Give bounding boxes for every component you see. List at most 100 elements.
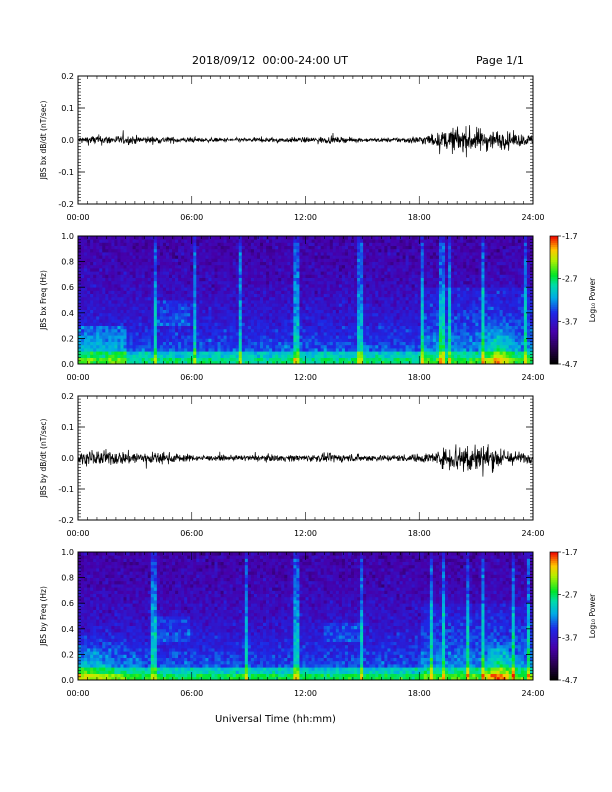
bx-spectrogram-cell [314, 360, 319, 365]
bx-spectrogram-cell [184, 277, 188, 282]
bx-spectrogram-cell [196, 316, 200, 320]
bx-spectrogram-cell [205, 277, 209, 282]
bx-spectrogram-cell [429, 252, 434, 256]
bx-spectrogram-cell [451, 319, 455, 323]
bx-spectrogram-cell [393, 322, 397, 326]
bx-spectrogram-cell [384, 309, 388, 314]
bx-spectrogram-cell [184, 245, 188, 250]
bx-spectrogram-cell [396, 248, 400, 253]
bx-spectrogram-cell [420, 274, 425, 278]
bx-spectrogram-cell [426, 306, 431, 310]
bx-spectrogram-cell [451, 271, 455, 275]
bx-spectrogram-cell [147, 293, 152, 298]
bx-spectrogram-cell [275, 271, 279, 275]
bx-spectrogram-cell [81, 319, 85, 323]
bx-spectrogram-cell [281, 255, 285, 259]
bx-spectrogram-cell [366, 296, 370, 301]
bx-spectrogram-cell [278, 341, 282, 346]
bx-spectrogram-cell [275, 335, 279, 339]
bx-spectrogram-cell [150, 341, 155, 346]
bx-spectrogram-cell [202, 245, 206, 250]
bx-spectrogram-cell [247, 344, 252, 349]
bx-spectrogram-cell [429, 335, 434, 339]
bx-spectrogram-cell [193, 319, 197, 323]
bx-spectrogram-cell [445, 306, 449, 310]
bx-spectrogram-cell [399, 312, 403, 317]
bx-spectrogram-cell [238, 309, 243, 314]
bx-spectrogram-cell [223, 242, 228, 246]
bx-spectrogram-cell [256, 293, 261, 298]
bx-spectrogram-cell [429, 287, 434, 291]
bx-spectrogram-cell [211, 360, 215, 365]
bx-spectrogram-cell [320, 287, 325, 291]
bx-spectrogram-cell [138, 274, 143, 278]
bx-spectrogram-cell [223, 332, 228, 336]
bx-spectrogram-cell [432, 258, 437, 262]
bx-spectrogram-cell [211, 328, 215, 333]
bx-spectrogram-cell [296, 268, 300, 272]
bx-spectrogram-cell [435, 360, 440, 365]
bx-spectrogram-cell [247, 255, 252, 259]
bx-spectrogram-cell [272, 360, 276, 365]
bx-spectrogram-cell [399, 344, 403, 349]
bx-spectrogram-cell [78, 274, 82, 278]
bx-spectrogram-cell [387, 328, 391, 333]
bx-spectrogram-cell [442, 277, 446, 282]
bx-spectrogram-cell [314, 268, 319, 272]
bx-spectrogram-cell [287, 236, 291, 240]
bx-spectrogram-cell [299, 264, 303, 269]
bx-spectrogram-cell [120, 274, 124, 278]
bx-spectrogram-cell [287, 252, 291, 256]
bx-spectrogram-cell [105, 271, 109, 275]
bx-spectrogram-cell [420, 303, 425, 307]
bx-spectrogram-cell [357, 296, 361, 301]
bx-spectrogram-cell [314, 341, 319, 346]
bx-spectrogram-cell [338, 303, 343, 307]
bx-spectrogram-cell [90, 261, 94, 266]
bx-spectrogram-cell [381, 306, 385, 310]
bx-spectrogram-cell [314, 245, 319, 250]
bx-spectrogram-cell [123, 348, 127, 352]
bx-spectrogram-cell [414, 236, 419, 240]
bx-spectrogram-cell [208, 264, 212, 269]
bx-spectrogram-cell [302, 290, 306, 294]
bx-spectrogram-cell [120, 252, 124, 256]
bx-spectrogram-cell [293, 332, 297, 336]
bx-spectrogram-cell [311, 252, 315, 256]
bx-spectrogram-cell [193, 290, 197, 294]
bx-spectrogram-cell [329, 322, 334, 326]
bx-spectrogram-cell [354, 344, 358, 349]
bx-spectrogram-cell [381, 255, 385, 259]
bx-spectrogram-cell [332, 245, 337, 250]
bx-spectrogram-cell [181, 316, 185, 320]
bx-spectrogram-cell [411, 296, 416, 301]
bx-spectrogram-cell [260, 287, 264, 291]
bx-spectrogram-cell [184, 252, 188, 256]
bx-spectrogram-cell [111, 296, 115, 301]
bx-spectrogram-cell [375, 335, 379, 339]
bx-spectrogram-cell [193, 354, 197, 358]
bx-spectrogram-cell [405, 306, 410, 310]
bx-spectrogram-cell [375, 274, 379, 278]
bx-spectrogram-cell [108, 341, 112, 346]
bx-spectrogram-cell [232, 258, 237, 262]
bx-spectrogram-cell [114, 357, 118, 362]
bx-waveform-ytick-label: 0.0 [61, 136, 74, 145]
bx-spectrogram-cell [99, 239, 103, 243]
bx-spectrogram-cell [238, 300, 243, 304]
bx-spectrogram-cell [344, 303, 349, 307]
bx-spectrogram-cell [326, 258, 331, 262]
bx-spectrogram-cell [81, 341, 85, 346]
bx-spectrogram-cell [360, 284, 364, 288]
bx-spectrogram-cell [451, 258, 455, 262]
bx-spectrogram-cell [181, 357, 185, 362]
bx-spectrogram-cell [432, 277, 437, 282]
bx-spectrogram-cell [132, 284, 137, 288]
bx-spectrogram-cell [408, 306, 413, 310]
bx-spectrogram-cell [238, 280, 243, 285]
bx-spectrogram-cell [247, 312, 252, 317]
bx-spectrogram-cell [335, 338, 340, 342]
bx-spectrogram-cell [384, 360, 388, 365]
bx-spectrogram-cell [390, 309, 394, 314]
bx-spectrogram-cell [99, 236, 103, 240]
